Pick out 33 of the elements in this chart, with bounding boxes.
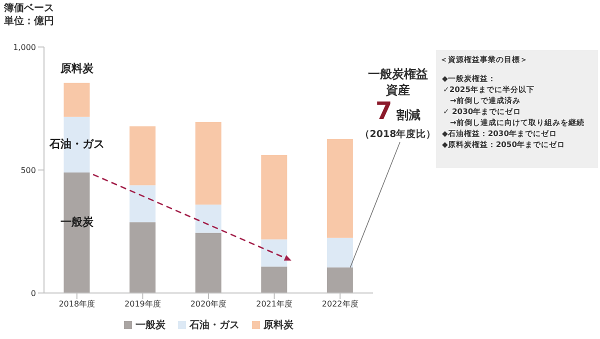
legend-label: 原料炭 (264, 318, 294, 332)
text: 割減 (395, 108, 420, 122)
x-tick-label: 2019年度 (124, 300, 161, 309)
x-tick-label: 2021年度 (256, 300, 292, 309)
bar (195, 122, 222, 205)
y-tick-label: 1,000 (13, 42, 36, 52)
x-tick-label: 2018年度 (58, 300, 96, 309)
legend-label: 一般炭 (136, 318, 166, 332)
chart-title: 簿価ベース (4, 2, 54, 15)
bar (326, 267, 353, 293)
bar (261, 154, 288, 240)
y-tick-label: 500 (20, 166, 36, 175)
x-tick-label: 2022年度 (322, 300, 358, 309)
chart-subtitle: 単位：億円 (4, 15, 54, 28)
text: 7 (376, 97, 392, 125)
annotation: 一般炭権益 (368, 67, 428, 81)
bar (130, 185, 156, 222)
bar (326, 139, 353, 238)
bar (195, 232, 222, 293)
bar (130, 126, 156, 186)
bar (261, 266, 288, 293)
bar (130, 222, 156, 293)
bar (64, 82, 90, 117)
text: 資産 (385, 82, 411, 98)
legend-label: 石油・ガス (190, 318, 240, 332)
annotation: 石油・ガス (48, 138, 104, 151)
bar (195, 204, 222, 233)
bar (261, 239, 288, 267)
y-tick-label: 0 (30, 288, 36, 298)
annotation: 原料炭 (59, 62, 94, 75)
bar (326, 238, 353, 268)
annotation: （2018年度比） (360, 129, 436, 140)
x-tick-label: 2020年度 (190, 300, 227, 309)
